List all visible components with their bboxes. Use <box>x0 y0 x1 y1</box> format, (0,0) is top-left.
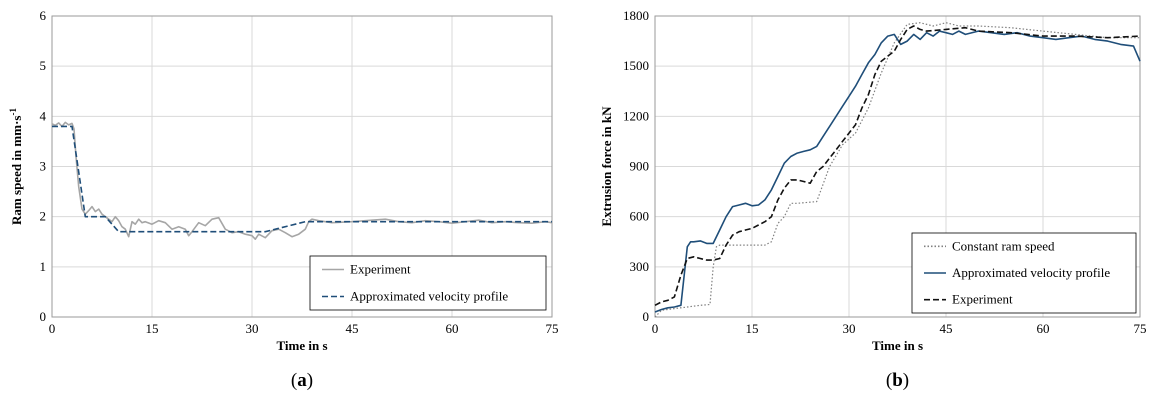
y-tick-label: 1800 <box>623 8 649 23</box>
y-tick-label: 6 <box>40 8 47 23</box>
y-tick-label: 1 <box>40 259 47 274</box>
panel-label: (a) <box>291 370 313 391</box>
x-tick-label: 0 <box>652 321 659 336</box>
series-line-constant-ram-speed <box>654 22 1140 318</box>
x-tick-label: 75 <box>1134 321 1147 336</box>
x-tick-label: 60 <box>1037 321 1050 336</box>
x-tick-label: 15 <box>746 321 759 336</box>
x-tick-label: 45 <box>346 321 359 336</box>
y-tick-label: 900 <box>630 159 650 174</box>
plot-area <box>51 15 553 318</box>
y-tick-label: 1200 <box>623 108 649 123</box>
x-tick-label: 15 <box>146 321 159 336</box>
chart-panel-b: 0 15 30 45 60 75 0 300 600 900 1200 1500 1800 Time in… <box>599 8 1147 391</box>
y-axis-label-superscript: -1 <box>8 108 18 116</box>
panel-label: (b) <box>886 370 909 391</box>
y-tick-label: 5 <box>40 58 47 73</box>
y-tick-label: 600 <box>630 209 650 224</box>
legend-box <box>911 232 1137 314</box>
x-tick-label: 0 <box>49 321 56 336</box>
x-tick-label: 30 <box>843 321 856 336</box>
legend-label: Approximated velocity profile <box>952 265 1110 280</box>
legend-label: Experiment <box>952 292 1013 307</box>
x-tick-label: 60 <box>446 321 459 336</box>
legend-label: Constant ram speed <box>952 238 1055 253</box>
y-axis-label: Ram speed in mm·s-1 <box>8 108 24 225</box>
x-axis-label: Time in s <box>872 338 923 353</box>
series-line-approximated-velocity-profile <box>52 125 552 233</box>
panel-letter: a <box>297 370 307 391</box>
y-tick-label: 1500 <box>623 58 649 73</box>
y-tick-label: 4 <box>40 108 47 123</box>
series-line-approximated-velocity-profile <box>654 30 1141 313</box>
panel-letter: b <box>892 370 903 391</box>
y-tick-label: 0 <box>40 309 47 324</box>
x-tick-label: 45 <box>940 321 953 336</box>
y-tick-label: 2 <box>40 209 47 224</box>
legend-box <box>309 255 547 311</box>
series-line-experiment <box>654 25 1141 307</box>
plot-area <box>654 15 1141 318</box>
series-line-experiment <box>51 121 553 240</box>
x-tick-label: 30 <box>246 321 259 336</box>
y-tick-label: 0 <box>643 309 650 324</box>
legend-label: Experiment <box>350 262 411 277</box>
legend-label: Approximated velocity profile <box>350 289 508 304</box>
x-axis-label: Time in s <box>276 338 327 353</box>
y-axis-label: Extrusion force in kN <box>599 106 614 227</box>
y-tick-label: 300 <box>630 259 650 274</box>
x-tick-label: 75 <box>546 321 559 336</box>
y-tick-label: 3 <box>40 159 47 174</box>
